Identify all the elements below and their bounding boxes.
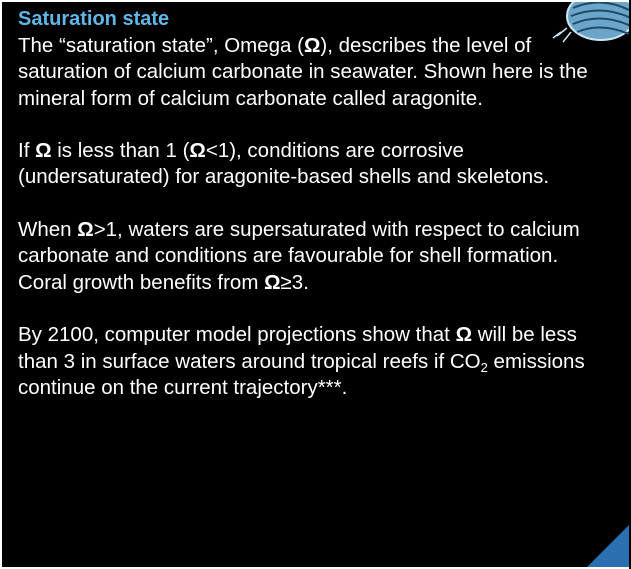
text-bold: Ω — [189, 139, 206, 163]
text-run: By 2100, computer model projections show… — [18, 323, 456, 347]
paragraph: The “saturation state”, Omega (Ω), descr… — [18, 33, 596, 112]
paragraph: When Ω>1, waters are supersaturated with… — [18, 217, 596, 296]
paragraph: If Ω is less than 1 (Ω<1), conditions ar… — [18, 138, 596, 191]
panel-body: The “saturation state”, Omega (Ω), descr… — [18, 33, 596, 427]
text-run: <1), conditions are corrosive (undersatu… — [18, 139, 550, 189]
text-run: ≥3. — [280, 270, 309, 294]
text-bold: Ω — [303, 34, 321, 57]
text-run: ), describes the level of saturation of … — [18, 34, 588, 110]
text-run: >1, waters are supersaturated with respe… — [18, 218, 580, 294]
corner-triangle — [587, 525, 629, 567]
text-run: will be less than 3 in surface waters ar… — [18, 323, 577, 373]
text-bold: Ω — [77, 218, 94, 242]
text-run: If — [18, 139, 36, 163]
text-sub: 2 — [480, 359, 488, 375]
text-bold: Ω — [35, 139, 52, 163]
text-run: is less than 1 ( — [51, 139, 190, 163]
text-bold: Ω — [264, 270, 281, 294]
text-run: emissions continue on the current trajec… — [18, 349, 585, 399]
paragraph: By 2100, computer model projections show… — [18, 322, 596, 401]
shell-icon — [552, 2, 629, 43]
text-run: When — [18, 218, 78, 242]
text-bold: Ω — [455, 323, 473, 347]
text-run: The “saturation state”, Omega ( — [18, 34, 304, 57]
panel-title: Saturation state — [18, 8, 170, 30]
